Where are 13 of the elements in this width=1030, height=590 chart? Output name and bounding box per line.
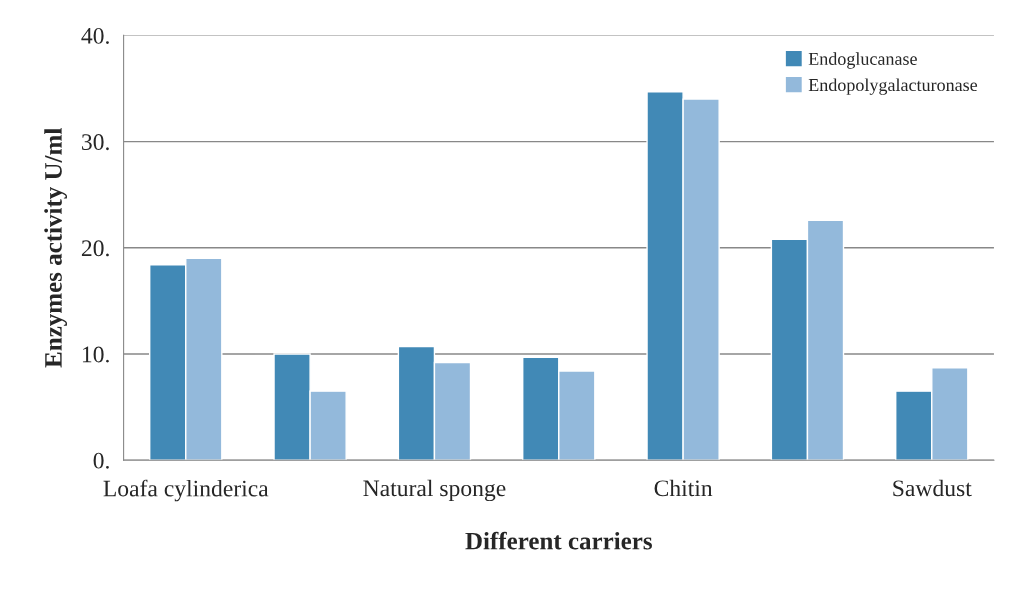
y-axis-title: Enzymes activity U/ml: [44, 128, 67, 368]
x-tick-label: Chitin: [654, 479, 713, 497]
y-tick-label: 10.: [82, 346, 109, 363]
legend-label: Endoglucanase: [808, 52, 917, 69]
y-tick-label: 0.: [93, 452, 109, 469]
legend-label: Endopolygalacturonase: [808, 78, 978, 95]
x-tick-label: Natural sponge: [363, 479, 506, 502]
x-axis-title: Different carriers: [465, 531, 652, 550]
y-tick-label: 20.: [81, 240, 109, 257]
y-tick-label: 30.: [82, 134, 109, 151]
x-tick-label: Sawdust: [893, 479, 972, 497]
x-tick-label: Loafa cylinderica: [103, 479, 269, 502]
y-tick-label: 40.: [81, 27, 109, 44]
